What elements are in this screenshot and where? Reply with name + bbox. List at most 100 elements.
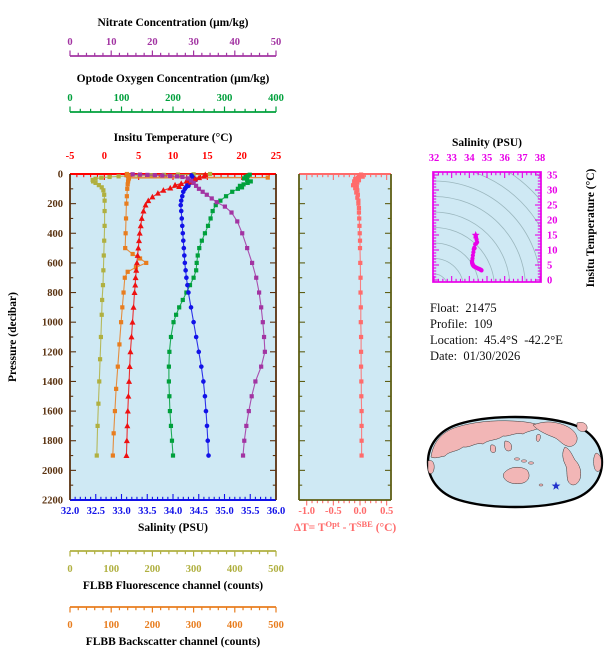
data-point-marker bbox=[178, 198, 184, 203]
backscatter-scale-bar: 0 100 200 300 400 500 bbox=[67, 606, 284, 631]
pressure-tick-label: 0 bbox=[58, 170, 63, 181]
data-point-marker bbox=[245, 177, 250, 183]
ts-temperature-tick-label: 5 bbox=[547, 261, 552, 272]
isopycnal-contour bbox=[433, 211, 511, 282]
data-point-marker bbox=[259, 364, 264, 369]
data-point-marker bbox=[122, 275, 127, 280]
data-point-marker bbox=[352, 179, 357, 184]
data-point-marker bbox=[244, 423, 249, 429]
data-point-marker bbox=[107, 174, 112, 180]
ts-temperature-tick-label: 30 bbox=[547, 186, 558, 197]
data-point-marker bbox=[356, 205, 362, 211]
data-point-marker bbox=[96, 401, 101, 406]
data-point-marker bbox=[196, 186, 202, 191]
data-point-marker bbox=[359, 423, 364, 429]
data-point-marker bbox=[359, 394, 364, 399]
landmass-southeast-asia bbox=[504, 440, 512, 452]
landmass-greenland bbox=[576, 422, 588, 432]
data-point-marker bbox=[241, 176, 247, 181]
ts-salinity-title: Salinity (PSU) bbox=[452, 137, 522, 149]
backscatter-scale-bar-tick-label: 100 bbox=[103, 620, 119, 631]
data-point-marker bbox=[125, 269, 130, 274]
data-point-marker bbox=[166, 364, 171, 369]
pressure-tick-label: 200 bbox=[47, 199, 63, 210]
data-point-marker bbox=[230, 189, 235, 194]
data-point-marker bbox=[129, 318, 136, 325]
data-point-marker bbox=[356, 198, 361, 203]
nitrate-scale-bar-tick-label: 50 bbox=[271, 37, 282, 48]
data-point-marker bbox=[355, 175, 360, 180]
backscatter-scale-bar-tick-label: 400 bbox=[227, 620, 243, 631]
data-point-marker bbox=[160, 173, 165, 178]
data-point-marker bbox=[137, 222, 144, 229]
nitrate-scale-bar-tick-label: 40 bbox=[230, 37, 241, 48]
data-point-marker bbox=[126, 363, 133, 370]
data-point-marker bbox=[206, 453, 211, 458]
data-point-marker bbox=[253, 379, 258, 384]
temperature-tick-label: 20 bbox=[236, 151, 247, 162]
data-point-marker bbox=[205, 438, 211, 444]
data-point-marker bbox=[178, 208, 184, 214]
data-point-marker bbox=[209, 196, 214, 201]
data-point-marker bbox=[97, 357, 103, 362]
data-point-marker bbox=[133, 265, 139, 270]
data-point-marker bbox=[124, 407, 131, 414]
data-point-marker bbox=[123, 216, 129, 221]
data-point-marker bbox=[208, 216, 213, 221]
data-point-marker bbox=[355, 195, 360, 200]
data-point-marker bbox=[249, 394, 254, 399]
data-point-marker bbox=[180, 174, 185, 180]
data-point-marker bbox=[175, 174, 180, 179]
data-point-marker bbox=[358, 305, 363, 310]
data-point-marker bbox=[97, 379, 102, 384]
data-point-marker bbox=[114, 386, 119, 391]
temperature-tick-label: 0 bbox=[102, 151, 107, 162]
data-point-marker bbox=[191, 319, 196, 325]
data-point-marker bbox=[167, 394, 172, 399]
oxygen-scale-bar-tick-label: 400 bbox=[268, 93, 284, 104]
data-point-marker bbox=[358, 320, 363, 325]
data-point-marker bbox=[201, 379, 206, 384]
data-point-marker bbox=[130, 172, 135, 177]
data-point-marker bbox=[100, 283, 106, 288]
ts-salinity-tick-label: 37 bbox=[517, 153, 528, 164]
data-point-marker bbox=[127, 348, 134, 355]
data-point-marker bbox=[358, 364, 364, 369]
data-point-marker bbox=[355, 180, 360, 185]
oxygen-scale-bar: 0 100 200 300 400 bbox=[67, 93, 284, 113]
data-point-marker bbox=[357, 245, 363, 251]
landmass-australia bbox=[503, 467, 530, 485]
data-point-marker bbox=[353, 176, 358, 182]
data-point-marker bbox=[250, 260, 255, 266]
pressure-tick-label: 800 bbox=[47, 288, 63, 299]
data-point-marker bbox=[241, 182, 246, 187]
data-point-marker bbox=[181, 189, 186, 195]
world-map-group bbox=[426, 415, 604, 509]
data-point-marker bbox=[136, 237, 143, 244]
data-point-marker bbox=[240, 231, 245, 236]
oxygen-scale-bar-tick-label: 100 bbox=[114, 93, 130, 104]
data-point-marker bbox=[200, 189, 205, 194]
ts-diagram: 32 33 34 35 36 37 38 0 5 10 15 20 25 30 35 bbox=[429, 153, 558, 287]
data-point-marker bbox=[170, 453, 176, 458]
data-point-marker bbox=[168, 173, 173, 179]
data-point-marker bbox=[200, 173, 207, 179]
data-point-marker bbox=[355, 192, 360, 197]
data-point-marker bbox=[123, 437, 130, 444]
data-point-marker bbox=[169, 438, 175, 443]
pressure-tick-label: 1400 bbox=[42, 377, 63, 388]
data-point-marker bbox=[191, 175, 198, 182]
ts-temperature-tick-label: 25 bbox=[547, 201, 558, 212]
data-point-marker bbox=[94, 453, 99, 458]
pressure-tick-label: 1200 bbox=[42, 347, 63, 358]
ts-salinity-tick-label: 34 bbox=[464, 153, 475, 164]
salinity-axis-title: Salinity (PSU) bbox=[138, 522, 208, 534]
float-location-star bbox=[551, 481, 561, 490]
fluorescence-scale-bar-tick-label: 200 bbox=[145, 564, 161, 575]
data-point-marker bbox=[110, 453, 115, 458]
salinity-tick-label: 36.0 bbox=[267, 506, 285, 517]
data-point-marker bbox=[125, 393, 132, 399]
data-point-marker bbox=[131, 289, 138, 295]
delta-t-background bbox=[299, 174, 391, 500]
landmass-new-zealand bbox=[538, 483, 544, 487]
